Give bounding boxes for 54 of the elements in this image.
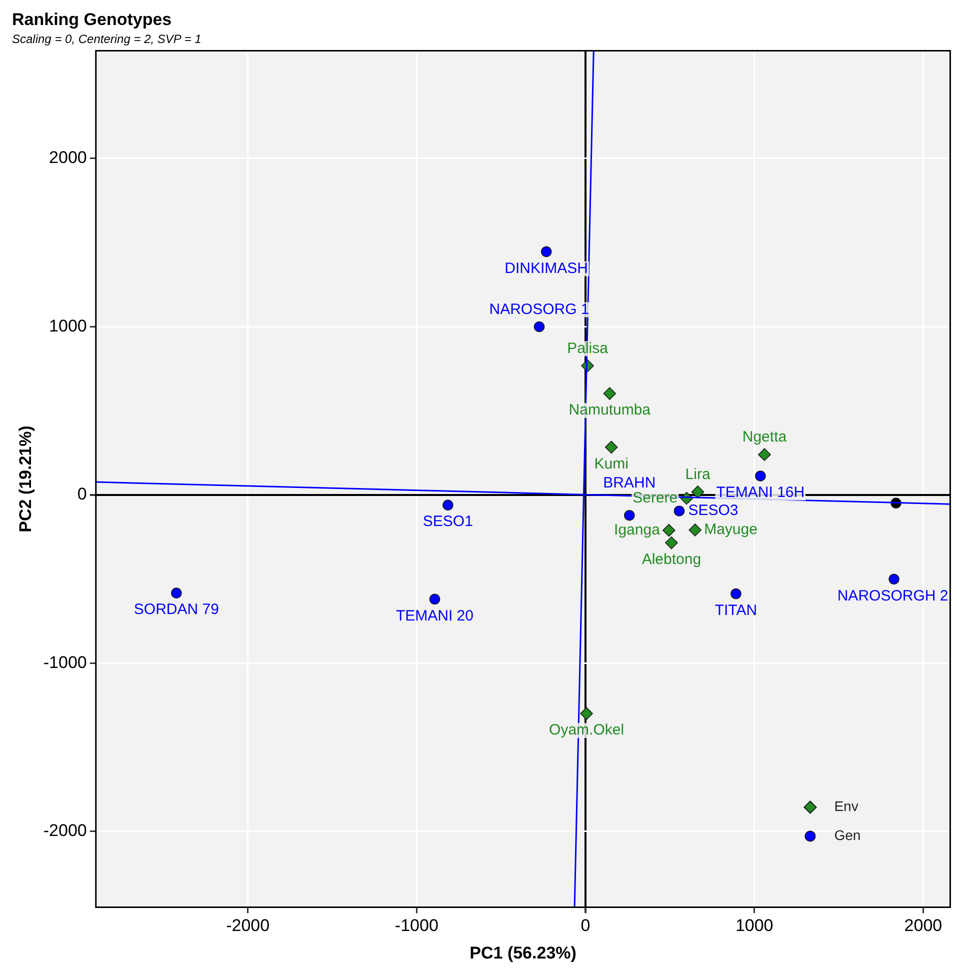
annotation: BRAHN <box>603 474 656 492</box>
x-tick-label: 2000 <box>904 916 942 936</box>
point <box>730 588 742 600</box>
annotation: DINKIMASH <box>504 260 588 277</box>
point <box>534 321 545 332</box>
y-tick-label: 2000 <box>49 148 87 168</box>
annotation: SORDAN 79 <box>134 601 219 618</box>
point <box>429 594 440 605</box>
y-tick-label: 0 <box>77 484 87 504</box>
point <box>758 448 771 462</box>
point <box>604 440 618 454</box>
annotation: Namutumba <box>568 402 652 419</box>
point <box>662 524 676 537</box>
annotation: Mayuge <box>704 521 758 538</box>
annotation: TEMANI 16H <box>716 484 805 502</box>
point <box>442 500 454 510</box>
x-tick-label: 1000 <box>735 916 774 936</box>
annotation: Oyam.Okel <box>549 722 624 739</box>
point <box>674 506 685 516</box>
annotation: SESO1 <box>422 513 473 530</box>
annotation: Alebtong <box>642 550 702 568</box>
legend-label: Env <box>834 798 858 814</box>
y-tick-label: -1000 <box>43 652 87 672</box>
y-axis-title: PC2 (19.21%) <box>16 426 35 532</box>
annotation: SESO3 <box>688 502 738 520</box>
legend-label: Gen <box>834 827 861 844</box>
annotation: Iganga <box>614 521 661 538</box>
annotation: Lira <box>685 466 711 484</box>
annotation: Palisa <box>567 340 609 357</box>
x-axis-title: PC1 (56.23%) <box>470 943 576 962</box>
point <box>171 588 182 598</box>
point <box>580 707 593 720</box>
annotation: NAROSORG 1 <box>489 300 590 318</box>
point <box>665 536 678 550</box>
annotation: Ngetta <box>742 428 788 446</box>
point <box>888 574 900 585</box>
point <box>691 486 704 498</box>
point <box>755 470 766 482</box>
x-tick-label: -1000 <box>394 916 438 936</box>
point <box>603 387 616 400</box>
annotation: NAROSORGH 2 <box>837 587 948 604</box>
point <box>688 524 702 536</box>
chart-subtitle: Scaling = 0, Centering = 2, SVP = 1 <box>12 32 202 46</box>
annotation: Serere <box>632 489 678 506</box>
chart-title: Ranking Genotypes <box>12 10 172 29</box>
y-tick-label: -2000 <box>43 821 87 840</box>
x-tick-label: 0 <box>580 916 590 936</box>
point <box>624 510 635 521</box>
x-tick-label: -2000 <box>226 916 270 936</box>
point <box>540 246 552 258</box>
y-tick-label: 1000 <box>49 316 87 336</box>
annotation: TITAN <box>714 602 758 619</box>
annotation: Kumi <box>594 455 628 472</box>
annotation: TEMANI 20 <box>396 607 474 624</box>
